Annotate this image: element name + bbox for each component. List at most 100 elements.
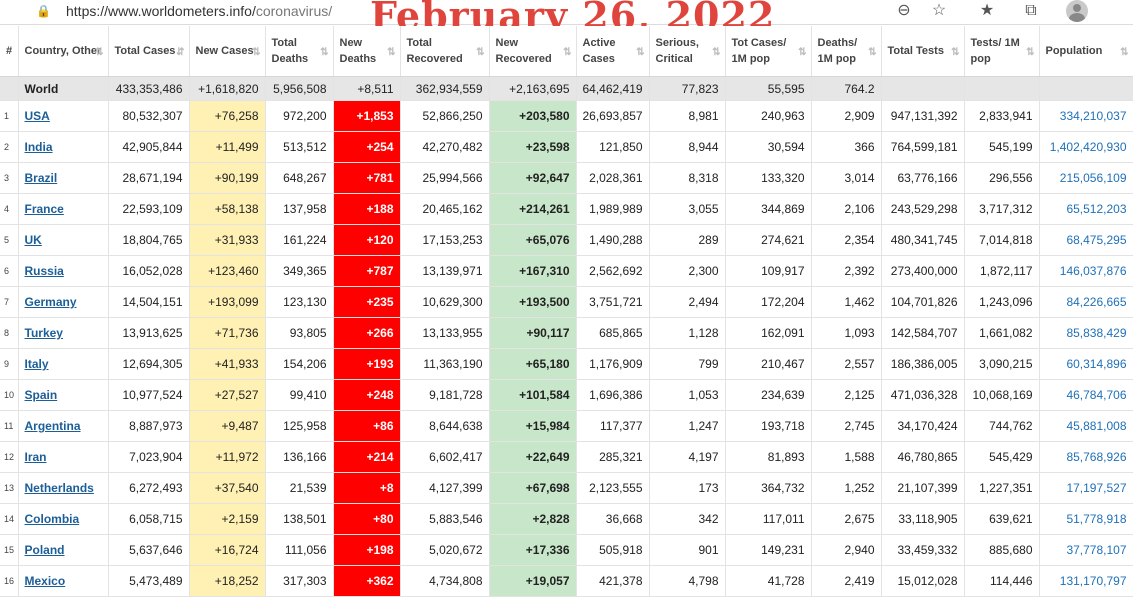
cell-tests-per-m: 10,068,169 <box>964 379 1040 411</box>
cell-idx: 7 <box>0 286 19 318</box>
cell-tests-per-m: 2,833,941 <box>964 100 1040 132</box>
column-header-deaths-per-m[interactable]: Deaths/ 1M pop ⇅ <box>811 26 882 77</box>
covid-table: # Country, Other ⇅ Total Cases ⇵ New Cases ⇅ To… <box>0 26 1133 597</box>
cell-idx: 6 <box>0 255 19 287</box>
cell-total-tests: 104,701,826 <box>881 286 965 318</box>
address-bar[interactable]: https://www.worldometers.info/coronaviru… <box>66 2 332 20</box>
column-header-new-cases[interactable]: New Cases ⇅ <box>189 26 266 77</box>
country-link[interactable]: Iran <box>24 450 47 464</box>
country-link[interactable]: UK <box>24 233 42 247</box>
sort-icon[interactable]: ⇅ <box>476 47 485 58</box>
sort-icon[interactable]: ⇅ <box>636 47 645 58</box>
country-link[interactable]: Colombia <box>24 512 80 526</box>
column-header-total-recovered[interactable]: Total Recovered ⇅ <box>400 26 490 77</box>
cell-serious: 8,318 <box>649 162 726 194</box>
cell-total-tests: 63,776,166 <box>881 162 965 194</box>
lock-icon[interactable]: 🔒 <box>36 4 51 18</box>
sort-icon[interactable]: ⇅ <box>563 47 572 58</box>
cell-total-tests: 15,012,028 <box>881 565 965 597</box>
cell-new-deaths: +254 <box>333 131 401 163</box>
cell-serious: 2,494 <box>649 286 726 318</box>
covid-table-container: # Country, Other ⇅ Total Cases ⇵ New Cases ⇅ To… <box>0 26 1133 600</box>
country-link[interactable]: Netherlands <box>24 481 94 495</box>
country-link[interactable]: India <box>24 140 53 154</box>
sort-icon[interactable]: ⇅ <box>95 47 104 58</box>
sort-icon[interactable]: ⇅ <box>712 47 721 58</box>
add-favorite-icon[interactable]: ☆ <box>931 2 947 19</box>
cell-tests-per-m: 7,014,818 <box>964 224 1040 256</box>
cell-deaths-per-m: 366 <box>811 131 882 163</box>
favorites-icon[interactable]: ★ <box>979 2 995 19</box>
column-header-total-deaths[interactable]: Total Deaths ⇅ <box>265 26 334 77</box>
cell-idx: 10 <box>0 379 19 411</box>
column-header-tests-per-m[interactable]: Tests/ 1M pop ⇅ <box>964 26 1040 77</box>
column-header-tot-per-m[interactable]: Tot Cases/ 1M pop ⇅ <box>725 26 812 77</box>
cell-total-recovered: 4,127,399 <box>400 472 490 504</box>
cell-total-deaths: 21,539 <box>265 472 334 504</box>
sort-icon[interactable]: ⇅ <box>868 47 877 58</box>
cell-population: 17,197,527 <box>1039 472 1133 504</box>
table-row: 15 Poland 5,637,646 +16,724 111,056 +198 5,020… <box>0 534 1133 566</box>
column-header-new-deaths[interactable]: New Deaths ⇅ <box>333 26 401 77</box>
table-row: 11 Argentina 8,887,973 +9,487 125,958 +86 8,64… <box>0 410 1133 442</box>
zoom-out-icon[interactable]: ⊖ <box>897 2 911 19</box>
cell-total-recovered: 42,270,482 <box>400 131 490 163</box>
cell-idx: 11 <box>0 410 19 442</box>
sort-icon[interactable]: ⇅ <box>1120 47 1129 58</box>
cell-deaths-per-m: 2,354 <box>811 224 882 256</box>
sort-icon[interactable]: ⇅ <box>387 47 396 58</box>
cell-total-recovered: 9,181,728 <box>400 379 490 411</box>
country-link[interactable]: Germany <box>24 295 77 309</box>
country-link[interactable]: Russia <box>24 264 64 278</box>
cell-country: Russia <box>18 255 109 287</box>
cell-tot-per-m: 162,091 <box>725 317 812 349</box>
table-row: 14 Colombia 6,058,715 +2,159 138,501 +80 5,883… <box>0 503 1133 535</box>
country-link[interactable]: Spain <box>24 388 58 402</box>
cell-total-cases: 22,593,109 <box>108 193 190 225</box>
column-header-country[interactable]: Country, Other ⇅ <box>18 26 109 77</box>
cell-total-cases: 7,023,904 <box>108 441 190 473</box>
column-header-new-recovered[interactable]: New Recovered ⇅ <box>489 26 577 77</box>
cell-total-tests: 21,107,399 <box>881 472 965 504</box>
column-header-population[interactable]: Population ⇅ <box>1039 26 1133 77</box>
collections-icon[interactable]: ⧉ <box>1025 2 1037 19</box>
country-link[interactable]: Turkey <box>24 326 63 340</box>
profile-avatar[interactable] <box>1066 0 1088 22</box>
cell-population: 45,881,008 <box>1039 410 1133 442</box>
cell-active: 285,321 <box>576 441 650 473</box>
column-header-total-tests[interactable]: Total Tests ⇅ <box>881 26 965 77</box>
cell-new-recovered: +19,057 <box>489 565 577 597</box>
cell-total-deaths: 111,056 <box>265 534 334 566</box>
country-link[interactable]: France <box>24 202 64 216</box>
sort-icon[interactable]: ⇅ <box>798 47 807 58</box>
cell-serious: 901 <box>649 534 726 566</box>
cell-total-cases: 8,887,973 <box>108 410 190 442</box>
cell-deaths-per-m: 2,419 <box>811 565 882 597</box>
column-header-idx[interactable]: # <box>0 26 19 77</box>
country-link[interactable]: Mexico <box>24 574 66 588</box>
cell-active: 1,490,288 <box>576 224 650 256</box>
browser-toolbar: 🔒 https://www.worldometers.info/coronavi… <box>0 0 1133 25</box>
cell-total-tests: 33,459,332 <box>881 534 965 566</box>
sort-icon[interactable]: ⇅ <box>1026 47 1035 58</box>
column-header-active[interactable]: Active Cases ⇅ <box>576 26 650 77</box>
cell-idx <box>0 76 19 101</box>
column-header-label: # <box>6 45 13 57</box>
cell-serious: 289 <box>649 224 726 256</box>
cell-new-recovered: +167,310 <box>489 255 577 287</box>
column-header-serious[interactable]: Serious, Critical ⇅ <box>649 26 726 77</box>
cell-population: 215,056,109 <box>1039 162 1133 194</box>
table-row: 3 Brazil 28,671,194 +90,199 648,267 +781 25,99… <box>0 162 1133 194</box>
sort-icon[interactable]: ⇵ <box>176 47 185 58</box>
country-link[interactable]: USA <box>24 109 50 123</box>
column-header-total-cases[interactable]: Total Cases ⇵ <box>108 26 190 77</box>
country-link[interactable]: Brazil <box>24 171 58 185</box>
sort-icon[interactable]: ⇅ <box>320 47 329 58</box>
country-link[interactable]: Italy <box>24 357 49 371</box>
cell-idx: 9 <box>0 348 19 380</box>
country-link[interactable]: Poland <box>24 543 65 557</box>
sort-icon[interactable]: ⇅ <box>951 47 960 58</box>
country-link[interactable]: Argentina <box>24 419 81 433</box>
sort-icon[interactable]: ⇅ <box>252 47 261 58</box>
cell-tot-per-m: 193,718 <box>725 410 812 442</box>
